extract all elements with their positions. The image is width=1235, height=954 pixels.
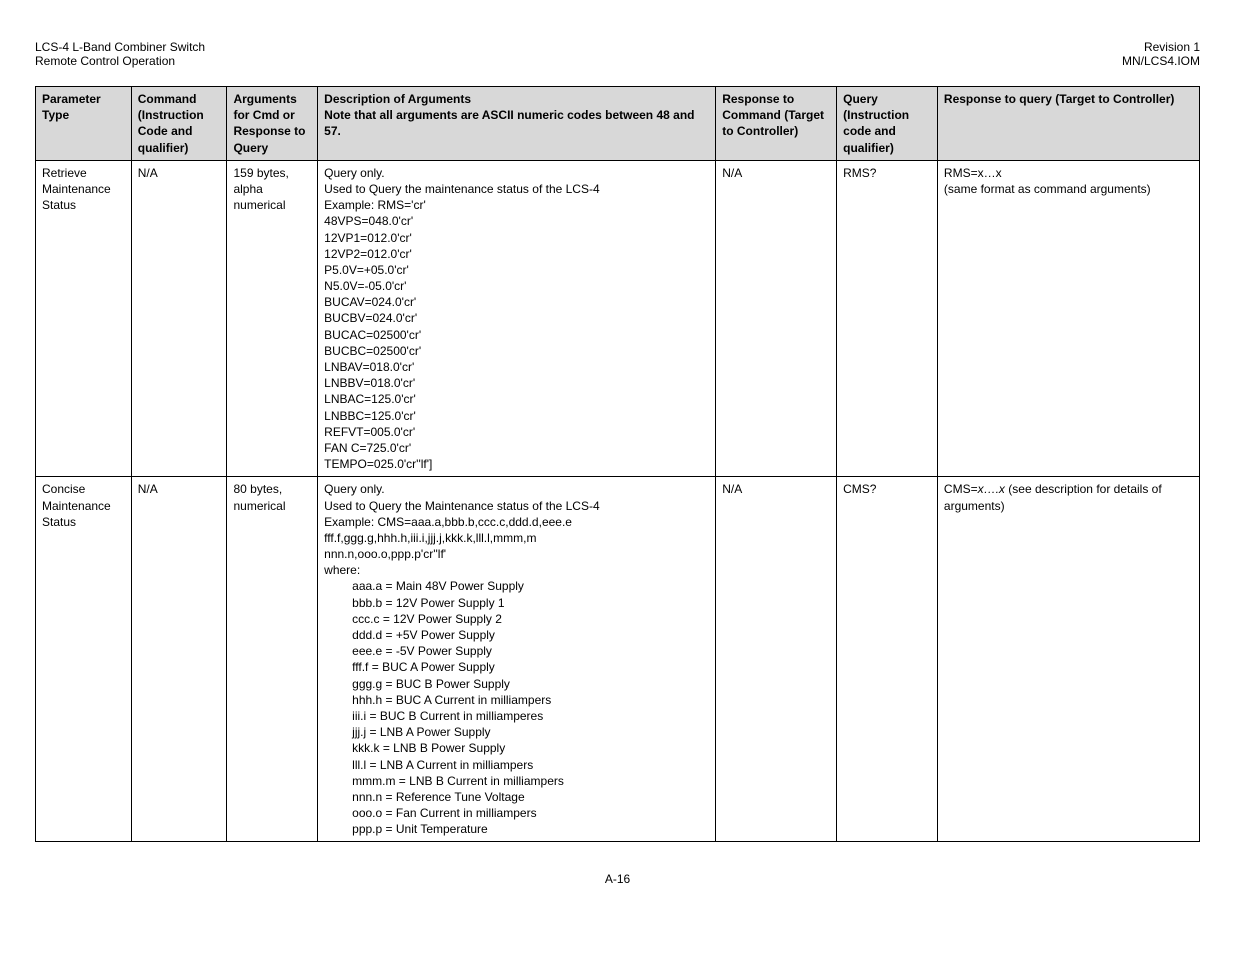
desc-line: 12VP1=012.0'cr' bbox=[324, 231, 412, 245]
resp-q-italic: x….x bbox=[978, 482, 1005, 496]
desc-line: 12VP2=012.0'cr' bbox=[324, 247, 412, 261]
cell-args: 159 bytes, alpha numerical bbox=[227, 160, 318, 477]
cell-resp-cmd: N/A bbox=[716, 477, 837, 842]
col-query: Query (Instruction code and qualifier) bbox=[837, 87, 938, 161]
col-arguments: Arguments for Cmd or Response to Query bbox=[227, 87, 318, 161]
col-parameter-type: Parameter Type bbox=[36, 87, 132, 161]
revision: Revision 1 bbox=[1122, 40, 1200, 54]
desc-indent-line: bbb.b = 12V Power Supply 1 bbox=[324, 595, 709, 611]
desc-indent-line: kkk.k = LNB B Power Supply bbox=[324, 740, 709, 756]
desc-line: N5.0V=-05.0'cr' bbox=[324, 279, 406, 293]
desc-line: Used to Query the maintenance status of … bbox=[324, 182, 599, 196]
resp-q-line2: (same format as command arguments) bbox=[944, 182, 1151, 196]
desc-line: where: bbox=[324, 563, 360, 577]
desc-indent-line: ccc.c = 12V Power Supply 2 bbox=[324, 611, 709, 627]
cell-desc: Query only. Used to Query the Maintenance… bbox=[318, 477, 716, 842]
cell-resp-query: RMS=x…x (same format as command argument… bbox=[937, 160, 1199, 477]
parameters-table: Parameter Type Command (Instruction Code… bbox=[35, 86, 1200, 842]
desc-line: Example: RMS='cr' bbox=[324, 198, 426, 212]
resp-q-line1: RMS=x…x bbox=[944, 166, 1002, 180]
desc-indent-line: ggg.g = BUC B Power Supply bbox=[324, 676, 709, 692]
doc-title-2: Remote Control Operation bbox=[35, 54, 205, 68]
desc-line: Query only. bbox=[324, 166, 384, 180]
col-command: Command (Instruction Code and qualifier) bbox=[131, 87, 227, 161]
cell-param: Concise Maintenance Status bbox=[36, 477, 132, 842]
table-row: Retrieve Maintenance Status N/A 159 byte… bbox=[36, 160, 1200, 477]
desc-indent-line: ooo.o = Fan Current in milliampers bbox=[324, 805, 709, 821]
col-response-command: Response to Command (Target to Controlle… bbox=[716, 87, 837, 161]
page-number: A-16 bbox=[35, 872, 1200, 886]
desc-line: Used to Query the Maintenance status of … bbox=[324, 499, 599, 513]
col-response-query: Response to query (Target to Controller) bbox=[937, 87, 1199, 161]
desc-line: BUCBV=024.0'cr' bbox=[324, 311, 417, 325]
desc-line: Query only. bbox=[324, 482, 384, 496]
cell-resp-cmd: N/A bbox=[716, 160, 837, 477]
desc-line: 48VPS=048.0'cr' bbox=[324, 214, 413, 228]
desc-indent-line: jjj.j = LNB A Power Supply bbox=[324, 724, 709, 740]
desc-indent-line: hhh.h = BUC A Current in milliampers bbox=[324, 692, 709, 708]
col-description: Description of Arguments Note that all a… bbox=[318, 87, 716, 161]
page-header: LCS-4 L-Band Combiner Switch Remote Cont… bbox=[35, 40, 1200, 68]
desc-indent-line: eee.e = -5V Power Supply bbox=[324, 643, 709, 659]
desc-indent-line: iii.i = BUC B Current in milliamperes bbox=[324, 708, 709, 724]
desc-indent-line: aaa.a = Main 48V Power Supply bbox=[324, 578, 709, 594]
desc-line: LNBAC=125.0'cr' bbox=[324, 392, 416, 406]
cell-param: Retrieve Maintenance Status bbox=[36, 160, 132, 477]
desc-indent-line: ddd.d = +5V Power Supply bbox=[324, 627, 709, 643]
cell-cmd: N/A bbox=[131, 160, 227, 477]
cell-query: CMS? bbox=[837, 477, 938, 842]
desc-line: FAN C=725.0'cr' bbox=[324, 441, 411, 455]
desc-indent-line: lll.l = LNB A Current in milliampers bbox=[324, 757, 709, 773]
col-desc-line2: Note that all arguments are ASCII numeri… bbox=[324, 108, 694, 138]
cell-query: RMS? bbox=[837, 160, 938, 477]
cell-resp-query: CMS=x….x (see description for details of… bbox=[937, 477, 1199, 842]
cell-args: 80 bytes, numerical bbox=[227, 477, 318, 842]
desc-indent-line: fff.f = BUC A Power Supply bbox=[324, 659, 709, 675]
desc-indent-line: ppp.p = Unit Temperature bbox=[324, 821, 709, 837]
desc-indent-line: mmm.m = LNB B Current in milliampers bbox=[324, 773, 709, 789]
cell-desc: Query only. Used to Query the maintenance… bbox=[318, 160, 716, 477]
desc-indent-line: nnn.n = Reference Tune Voltage bbox=[324, 789, 709, 805]
col-desc-line1: Description of Arguments bbox=[324, 92, 471, 106]
desc-line: P5.0V=+05.0'cr' bbox=[324, 263, 409, 277]
desc-line: Example: CMS=aaa.a,bbb.b,ccc.c,ddd.d,eee… bbox=[324, 515, 572, 529]
desc-line: TEMPO=025.0'cr''lf'] bbox=[324, 457, 432, 471]
desc-line: LNBAV=018.0'cr' bbox=[324, 360, 414, 374]
resp-q-prefix: CMS= bbox=[944, 482, 978, 496]
desc-line: nnn.n,ooo.o,ppp.p'cr''lf' bbox=[324, 547, 446, 561]
table-row: Concise Maintenance Status N/A 80 bytes,… bbox=[36, 477, 1200, 842]
desc-line: BUCBC=02500'cr' bbox=[324, 344, 421, 358]
desc-line: REFVT=005.0'cr' bbox=[324, 425, 415, 439]
doc-title-1: LCS-4 L-Band Combiner Switch bbox=[35, 40, 205, 54]
table-header-row: Parameter Type Command (Instruction Code… bbox=[36, 87, 1200, 161]
desc-line: fff.f,ggg.g,hhh.h,iii.i,jjj.j,kkk.k,lll.… bbox=[324, 531, 536, 545]
desc-line: BUCAC=02500'cr' bbox=[324, 328, 421, 342]
cell-cmd: N/A bbox=[131, 477, 227, 842]
desc-line: LNBBC=125.0'cr' bbox=[324, 409, 416, 423]
header-right: Revision 1 MN/LCS4.IOM bbox=[1122, 40, 1200, 68]
desc-line: LNBBV=018.0'cr' bbox=[324, 376, 415, 390]
desc-line: BUCAV=024.0'cr' bbox=[324, 295, 416, 309]
header-left: LCS-4 L-Band Combiner Switch Remote Cont… bbox=[35, 40, 205, 68]
doc-id: MN/LCS4.IOM bbox=[1122, 54, 1200, 68]
